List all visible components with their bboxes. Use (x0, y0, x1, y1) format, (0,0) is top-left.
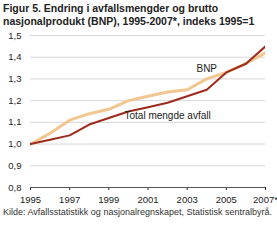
html-text:Kilde: Avfallsstatistikk og na: Kilde: Avfallsstatistikk og nasjonalregn… (3, 207, 272, 217)
svg-text:Total mengde avfall: Total mengde avfall (124, 110, 210, 121)
svg-text:1995: 1995 (20, 194, 41, 205)
svg-text:0,8: 0,8 (8, 182, 21, 193)
svg-text:1,1: 1,1 (8, 116, 21, 127)
svg-text:1997: 1997 (59, 194, 80, 205)
svg-text:2005: 2005 (216, 194, 237, 205)
svg-text:1,2: 1,2 (8, 95, 21, 106)
svg-text:1999: 1999 (98, 194, 119, 205)
svg-text:2001: 2001 (137, 194, 158, 205)
html-text:Figur 5. Endring i avfallsmeng: Figur 5. Endring i avfallsmengder og bru… (3, 2, 255, 27)
svg-text:2003: 2003 (177, 194, 198, 205)
svg-text:0,9: 0,9 (8, 160, 21, 171)
svg-text:1,0: 1,0 (8, 138, 21, 149)
svg-text:1,4: 1,4 (8, 51, 21, 62)
svg-text:BNP: BNP (196, 63, 217, 74)
svg-text:1,3: 1,3 (8, 73, 21, 84)
svg-text:1,5: 1,5 (8, 30, 21, 41)
svg-text:2007*: 2007* (253, 194, 277, 205)
